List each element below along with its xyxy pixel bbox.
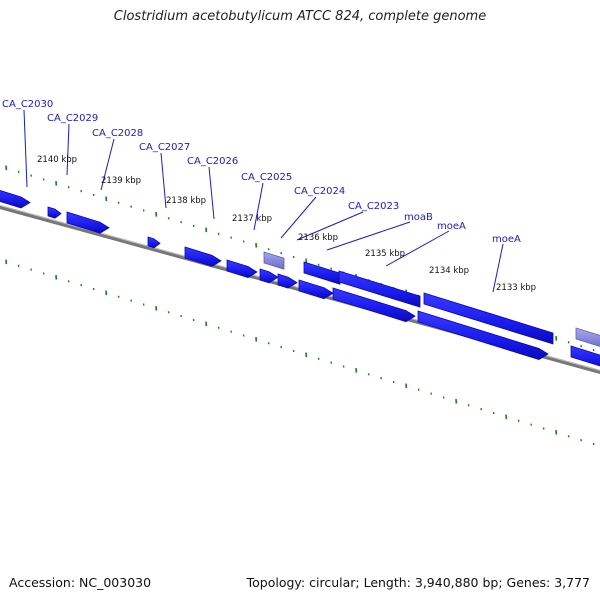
gene-label-leader xyxy=(492,243,504,293)
gene-ca-c2024b[interactable] xyxy=(277,273,298,289)
lower-ruler xyxy=(5,259,595,446)
gene-moea-upper[interactable] xyxy=(423,292,554,345)
gene-moab-upper[interactable] xyxy=(338,270,421,308)
gene-label-leader xyxy=(208,166,215,220)
gene-label[interactable]: CA_C2024 xyxy=(294,186,345,197)
gene-ca-c2029[interactable] xyxy=(47,206,62,219)
gene-label[interactable]: moaB xyxy=(404,212,433,223)
gene-label-leader xyxy=(385,230,450,267)
ruler-label: 2133 kbp xyxy=(496,283,536,293)
gene-label[interactable]: moeA xyxy=(492,234,521,245)
gene-label[interactable]: moeA xyxy=(437,221,466,232)
gene-label-leader xyxy=(66,123,70,176)
gene-moea-next[interactable] xyxy=(570,345,600,369)
gene-label-leader xyxy=(100,138,115,191)
gene-ca-c2027[interactable] xyxy=(147,236,161,249)
gene-label-leader xyxy=(160,152,167,209)
gene-label[interactable]: CA_C2028 xyxy=(92,128,143,139)
ruler-label: 2135 kbp xyxy=(365,249,405,259)
gene-label[interactable]: CA_C2029 xyxy=(47,113,98,124)
ruler-label: 2136 kbp xyxy=(298,233,338,243)
gene-label[interactable]: CA_C2023 xyxy=(348,201,399,212)
gene-label-leader xyxy=(326,221,411,251)
gene-ca-c2030[interactable] xyxy=(0,188,31,209)
ruler-label: 2140 kbp xyxy=(37,155,77,165)
leader-layer xyxy=(23,109,504,293)
ruler-layer xyxy=(5,165,595,446)
label-layer: 2140 kbp 2139 kbp 2138 kbp 2137 kbp 2136 kbp… xyxy=(2,99,536,293)
gene-label[interactable]: CA_C2027 xyxy=(139,142,190,153)
gene-label-leader xyxy=(296,211,364,241)
pseudogene-ca-c2025[interactable] xyxy=(263,251,285,270)
accession-text: Accession: NC_003030 xyxy=(9,575,152,590)
gene-ca-c2024[interactable] xyxy=(303,261,341,285)
gene-moab[interactable] xyxy=(332,287,416,323)
gene-moea[interactable] xyxy=(417,310,549,360)
genome-summary-text: Topology: circular; Length: 3,940,880 bp… xyxy=(246,575,590,590)
pseudogene-next[interactable] xyxy=(575,327,600,350)
gene-label-leader xyxy=(253,182,264,231)
gene-label-leader xyxy=(280,196,317,239)
gene-ca-c2026[interactable] xyxy=(184,246,222,267)
ruler-label: 2134 kbp xyxy=(429,266,469,276)
gene-layer xyxy=(0,188,600,369)
ruler-label: 2137 kbp xyxy=(232,214,272,224)
gene-ca-c2024a[interactable] xyxy=(259,268,279,284)
gene-label[interactable]: CA_C2025 xyxy=(241,172,292,183)
ruler-label: 2138 kbp xyxy=(166,196,206,206)
gene-label[interactable]: CA_C2030 xyxy=(2,99,53,110)
gene-ca-c2025[interactable] xyxy=(226,259,258,278)
gene-label[interactable]: CA_C2026 xyxy=(187,156,238,167)
gene-label-leader xyxy=(23,109,28,188)
genome-title: Clostridium acetobutylicum ATCC 824, com… xyxy=(113,9,487,24)
gene-ca-c2028[interactable] xyxy=(66,211,110,234)
ruler-label: 2139 kbp xyxy=(101,176,141,186)
gene-ca-c2023[interactable] xyxy=(298,279,334,300)
